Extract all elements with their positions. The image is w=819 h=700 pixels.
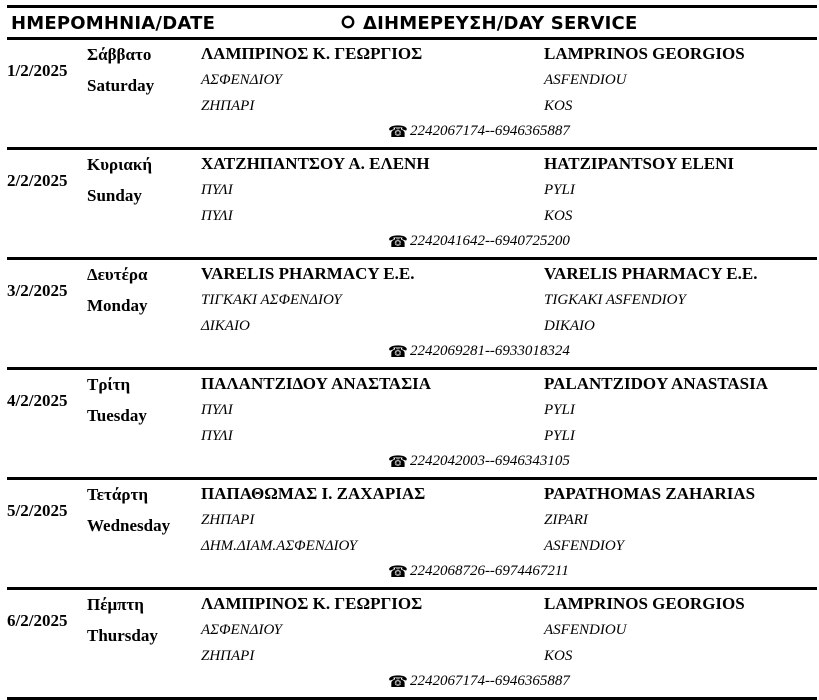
pharmacy-name-greek: ΠΑΠΑΘΩΜΑΣ Ι. ΖΑΧΑΡΙΑΣ bbox=[201, 484, 426, 503]
row-date: 1/2/2025 bbox=[7, 61, 68, 80]
table-header: ΗΜΕΡΟΜΗΝΙΑ/DATE ΔΙΗΜΕΡΕΥΣΗ/DAY SERVICE bbox=[7, 5, 817, 40]
row-date: 5/2/2025 bbox=[7, 501, 68, 520]
address-line2-english: KOS bbox=[544, 208, 573, 224]
phone-text: 2242067174--6946365887 bbox=[409, 123, 570, 139]
address-line2-english: DIKAIO bbox=[544, 318, 595, 334]
day-name-greek: Τετάρτη bbox=[87, 485, 148, 504]
address-line1-greek: ΤΙΓΚΑΚΙ ΑΣΦΕΝΔΙΟΥ bbox=[201, 292, 342, 308]
address-line2-greek: ΖΗΠΑΡΙ bbox=[201, 98, 255, 114]
duty-row: 3/2/2025 Δευτέρα Monday VARELIS PHARMACY… bbox=[7, 260, 817, 370]
phone-text: 2242067174--6946365887 bbox=[409, 673, 570, 689]
pharmacy-name-english: VARELIS PHARMACY E.E. bbox=[544, 264, 758, 283]
duty-row: 6/2/2025 Πέμπτη Thursday ΛΑΜΠΡΙΝΟΣ Κ. ΓΕ… bbox=[7, 590, 817, 700]
address-line2-english: KOS bbox=[544, 98, 573, 114]
day-name-english: Monday bbox=[87, 296, 148, 315]
duty-row: 5/2/2025 Τετάρτη Wednesday ΠΑΠΑΘΩΜΑΣ Ι. … bbox=[7, 480, 817, 590]
address-line1-english: TIGKAKI ASFENDIOY bbox=[544, 292, 686, 308]
row-date: 4/2/2025 bbox=[7, 391, 68, 410]
address-line1-english: ASFENDIOU bbox=[544, 72, 627, 88]
address-line1-english: ASFENDIOU bbox=[544, 622, 627, 638]
pharmacy-name-greek: VARELIS PHARMACY E.E. bbox=[201, 264, 415, 283]
duty-row: 1/2/2025 Σάββατο Saturday ΛΑΜΠΡΙΝΟΣ Κ. Γ… bbox=[7, 40, 817, 150]
day-name-greek: Τρίτη bbox=[87, 375, 131, 394]
phone-numbers: ☎ 2242068726--6974467211 bbox=[388, 563, 569, 580]
pharmacy-name-greek: ΛΑΜΠΡΙΝΟΣ Κ. ΓΕΩΡΓΙΟΣ bbox=[201, 594, 423, 613]
service-column-header: ΔΙΗΜΕΡΕΥΣΗ/DAY SERVICE bbox=[363, 13, 638, 34]
phone-text: 2242068726--6974467211 bbox=[409, 563, 569, 579]
telephone-icon: ☎ bbox=[388, 121, 408, 141]
phone-numbers: ☎ 2242042003--6946343105 bbox=[388, 453, 570, 470]
day-name-english: Saturday bbox=[87, 76, 155, 95]
address-line2-english: ASFENDIOY bbox=[544, 538, 624, 554]
pharmacy-name-english: LAMPRINOS GEORGIOS bbox=[544, 594, 745, 613]
phone-text: 2242042003--6946343105 bbox=[409, 453, 570, 469]
address-line2-greek: ΔΙΚΑΙΟ bbox=[201, 318, 250, 334]
phone-text: 2242041642--6940725200 bbox=[409, 233, 570, 249]
day-name-greek: Σάββατο bbox=[87, 45, 152, 64]
address-line2-greek: ΠΥΛΙ bbox=[201, 428, 233, 444]
address-line2-greek: ΔΗΜ.ΔΙΑΜ.ΑΣΦΕΝΔΙΟΥ bbox=[201, 538, 358, 554]
address-line1-greek: ΠΥΛΙ bbox=[201, 402, 233, 418]
pharmacy-name-english: LAMPRINOS GEORGIOS bbox=[544, 44, 745, 63]
address-line1-greek: ΑΣΦΕΝΔΙΟΥ bbox=[201, 72, 283, 88]
pharmacy-name-english: HATZIPANTSOY ELENI bbox=[544, 154, 735, 173]
address-line2-greek: ΖΗΠΑΡΙ bbox=[201, 648, 255, 664]
telephone-icon: ☎ bbox=[388, 451, 408, 471]
address-line2-english: PYLI bbox=[544, 428, 575, 444]
day-name-greek: Πέμπτη bbox=[87, 595, 144, 614]
day-name-greek: Δευτέρα bbox=[87, 265, 148, 284]
sun-outline-icon bbox=[341, 15, 355, 29]
telephone-icon: ☎ bbox=[388, 561, 408, 581]
pharmacy-name-english: PAPATHOMAS ZAHARIAS bbox=[544, 484, 756, 503]
telephone-icon: ☎ bbox=[388, 671, 408, 691]
phone-numbers: ☎ 2242067174--6946365887 bbox=[388, 673, 570, 690]
address-line1-english: PYLI bbox=[544, 182, 575, 198]
date-column-header: ΗΜΕΡΟΜΗΝΙΑ/DATE bbox=[11, 13, 216, 34]
telephone-icon: ☎ bbox=[388, 231, 408, 251]
address-line1-english: PYLI bbox=[544, 402, 575, 418]
phone-numbers: ☎ 2242069281--6933018324 bbox=[388, 343, 570, 360]
phone-numbers: ☎ 2242041642--6940725200 bbox=[388, 233, 570, 250]
day-name-english: Tuesday bbox=[87, 406, 147, 425]
row-date: 2/2/2025 bbox=[7, 171, 68, 190]
address-line1-english: ZIPARI bbox=[544, 512, 588, 528]
phone-text: 2242069281--6933018324 bbox=[409, 343, 570, 359]
pharmacy-name-english: PALANTZIDOY ANASTASIA bbox=[544, 374, 769, 393]
address-line2-english: KOS bbox=[544, 648, 573, 664]
day-name-english: Wednesday bbox=[87, 516, 171, 535]
day-name-english: Thursday bbox=[87, 626, 158, 645]
address-line2-greek: ΠΥΛΙ bbox=[201, 208, 233, 224]
address-line1-greek: ΑΣΦΕΝΔΙΟΥ bbox=[201, 622, 283, 638]
telephone-icon: ☎ bbox=[388, 341, 408, 361]
duty-row: 2/2/2025 Κυριακή Sunday ΧΑΤΖΗΠΑΝΤΣΟΥ Α. … bbox=[7, 150, 817, 260]
row-date: 3/2/2025 bbox=[7, 281, 68, 300]
day-name-greek: Κυριακή bbox=[87, 155, 152, 174]
pharmacy-name-greek: ΛΑΜΠΡΙΝΟΣ Κ. ΓΕΩΡΓΙΟΣ bbox=[201, 44, 423, 63]
day-name-english: Sunday bbox=[87, 186, 142, 205]
address-line1-greek: ΠΥΛΙ bbox=[201, 182, 233, 198]
pharmacy-name-greek: ΧΑΤΖΗΠΑΝΤΣΟΥ Α. ΕΛΕΝΗ bbox=[201, 154, 430, 173]
duty-row: 4/2/2025 Τρίτη Tuesday ΠΑΛΑΝΤΖΙΔΟΥ ΑΝΑΣΤ… bbox=[7, 370, 817, 480]
pharmacy-name-greek: ΠΑΛΑΝΤΖΙΔΟΥ ΑΝΑΣΤΑΣΙΑ bbox=[201, 374, 432, 393]
row-date: 6/2/2025 bbox=[7, 611, 68, 630]
address-line1-greek: ΖΗΠΑΡΙ bbox=[201, 512, 255, 528]
phone-numbers: ☎ 2242067174--6946365887 bbox=[388, 123, 570, 140]
